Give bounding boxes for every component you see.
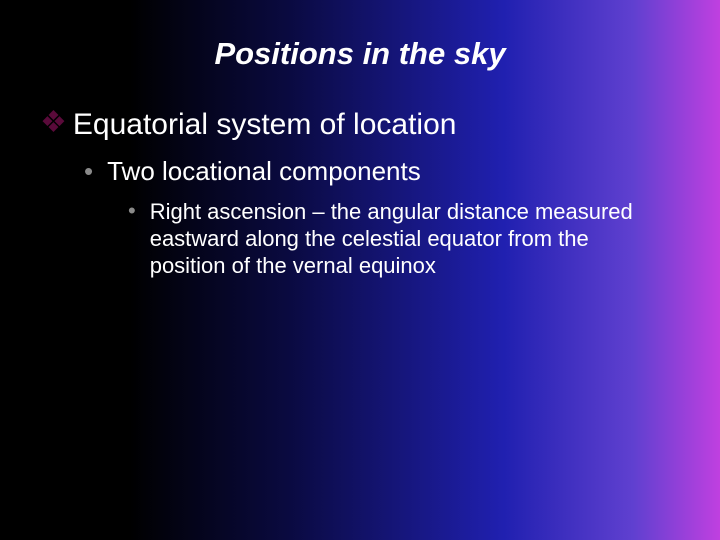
bullet-level1: ❖ Equatorial system of location bbox=[40, 108, 680, 142]
slide: Positions in the sky ❖ Equatorial system… bbox=[0, 0, 720, 540]
dot-bullet-icon: • bbox=[84, 158, 93, 184]
level1-text: Equatorial system of location bbox=[73, 108, 457, 142]
dot-bullet-icon: • bbox=[128, 200, 136, 222]
bullet-level3: • Right ascension – the angular distance… bbox=[128, 198, 680, 279]
slide-title: Positions in the sky bbox=[40, 36, 680, 72]
level3-text: Right ascension – the angular distance m… bbox=[150, 198, 640, 279]
diamond-bullet-icon: ❖ bbox=[40, 108, 67, 138]
bullet-level2: • Two locational components bbox=[84, 156, 680, 186]
level2-text: Two locational components bbox=[107, 156, 421, 186]
